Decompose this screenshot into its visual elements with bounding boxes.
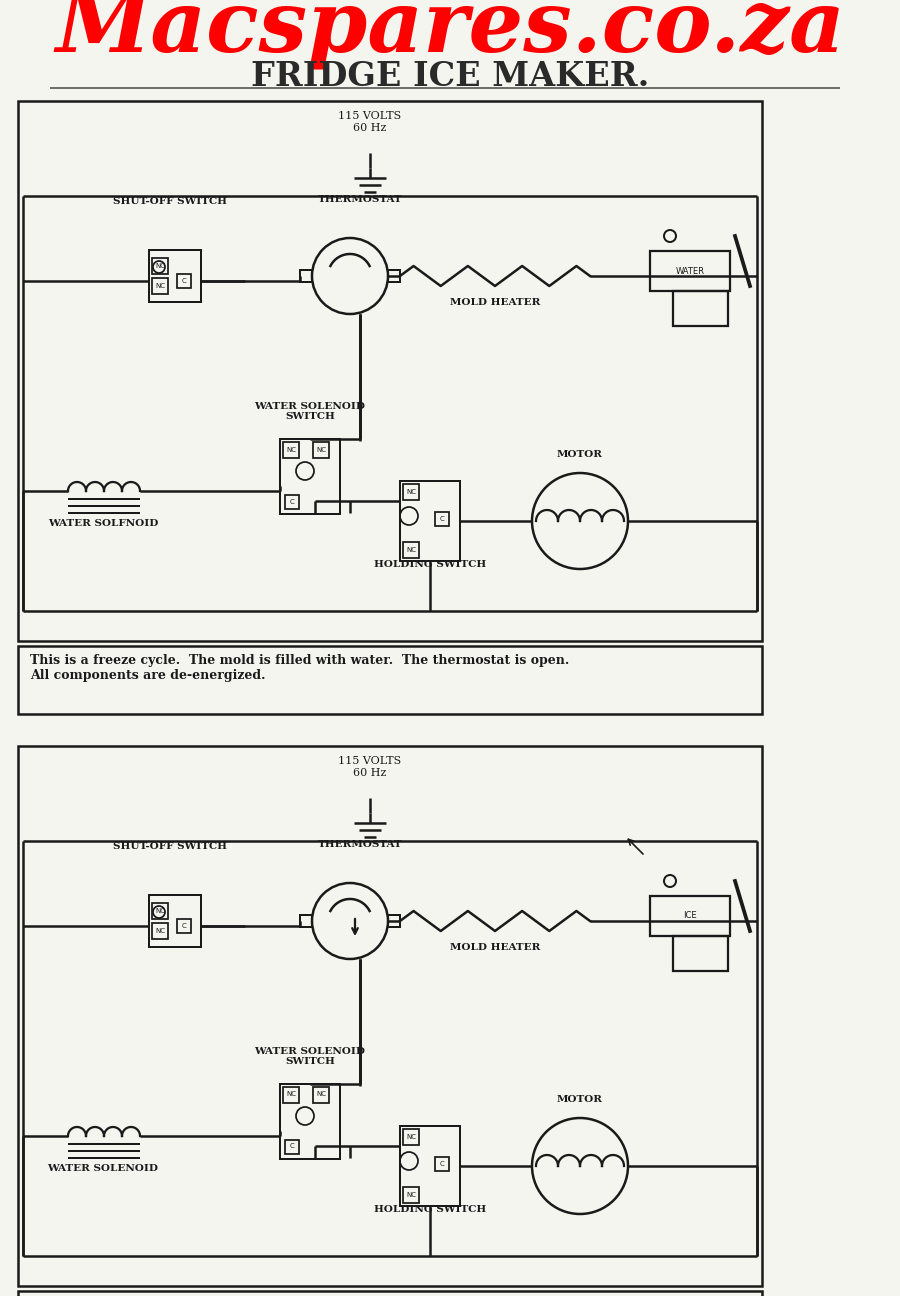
Text: 115 VOLTS
60 Hz: 115 VOLTS 60 Hz	[338, 111, 401, 132]
Text: HOLDING SWITCH: HOLDING SWITCH	[374, 1205, 486, 1214]
Text: NC: NC	[406, 489, 416, 495]
Bar	[18, 645, 762, 714]
Text: WATER SOLENOID
SWITCH: WATER SOLENOID SWITCH	[255, 1047, 365, 1067]
Bar	[435, 1157, 449, 1172]
Text: WATER SOLENOID: WATER SOLENOID	[48, 1164, 158, 1173]
Bar	[18, 1291, 762, 1296]
Bar	[313, 442, 329, 457]
Text: NC: NC	[155, 263, 165, 270]
Bar	[283, 442, 299, 457]
Bar	[152, 903, 168, 919]
Text: NC: NC	[406, 547, 416, 553]
Bar	[650, 251, 730, 292]
Text: THERMOSTAT: THERMOSTAT	[318, 194, 402, 203]
Text: NC: NC	[316, 447, 326, 452]
Text: NC: NC	[286, 447, 296, 452]
Text: SHUT-OFF SWITCH: SHUT-OFF SWITCH	[113, 197, 227, 206]
Text: MOTOR: MOTOR	[557, 1095, 603, 1104]
Text: 115 VOLTS
60 Hz: 115 VOLTS 60 Hz	[338, 756, 401, 778]
Text: WATER: WATER	[676, 267, 705, 276]
Bar	[403, 1129, 419, 1144]
Bar	[672, 936, 727, 971]
Bar	[285, 1139, 299, 1153]
Bar	[400, 481, 460, 561]
Bar	[149, 250, 201, 302]
Bar	[152, 923, 168, 940]
Text: NC: NC	[155, 283, 165, 289]
Text: WATER SOLFNOID: WATER SOLFNOID	[48, 518, 158, 527]
Text: ICE: ICE	[683, 911, 697, 920]
Bar	[300, 270, 312, 283]
Bar	[152, 279, 168, 294]
Bar	[300, 915, 312, 927]
Bar	[177, 919, 191, 933]
Bar	[403, 1187, 419, 1203]
Bar	[403, 483, 419, 500]
Text: C: C	[439, 516, 445, 522]
Text: FRIDGE ICE MAKER.: FRIDGE ICE MAKER.	[251, 60, 649, 92]
Text: NC: NC	[155, 908, 165, 914]
Text: NC: NC	[155, 928, 165, 934]
Bar	[280, 438, 340, 513]
Bar	[283, 1086, 299, 1103]
Text: NC: NC	[406, 1134, 416, 1140]
Bar	[280, 1083, 340, 1159]
Bar	[403, 542, 419, 559]
Bar	[177, 273, 191, 288]
Text: MOLD HEATER: MOLD HEATER	[450, 943, 540, 953]
Text: THERMOSTAT: THERMOSTAT	[318, 840, 402, 849]
Text: NC: NC	[316, 1091, 326, 1098]
Text: WATER SOLENOID
SWITCH: WATER SOLENOID SWITCH	[255, 402, 365, 421]
Bar	[152, 258, 168, 273]
Text: C: C	[290, 499, 294, 504]
Bar	[400, 1126, 460, 1207]
Bar	[313, 1086, 329, 1103]
Text: This is a freeze cycle.  The mold is filled with water.  The thermostat is open.: This is a freeze cycle. The mold is fill…	[30, 654, 569, 682]
Bar	[18, 746, 762, 1286]
Text: HOLDING SWITCH: HOLDING SWITCH	[374, 560, 486, 569]
Bar	[18, 101, 762, 642]
Text: MOLD HEATER: MOLD HEATER	[450, 298, 540, 307]
Bar	[388, 915, 400, 927]
Bar	[650, 896, 730, 936]
Bar	[285, 495, 299, 508]
Text: C: C	[439, 1161, 445, 1166]
Text: NC: NC	[286, 1091, 296, 1098]
Bar	[672, 292, 727, 327]
Bar	[149, 896, 201, 947]
Text: Macspares.co.za: Macspares.co.za	[55, 0, 845, 70]
Text: MOTOR: MOTOR	[557, 450, 603, 459]
Text: NC: NC	[406, 1192, 416, 1198]
Text: C: C	[290, 1143, 294, 1150]
Text: C: C	[182, 279, 186, 284]
Text: C: C	[182, 923, 186, 929]
Bar	[435, 512, 449, 526]
Bar	[388, 270, 400, 283]
Text: SHUT-OFF SWITCH: SHUT-OFF SWITCH	[113, 842, 227, 851]
